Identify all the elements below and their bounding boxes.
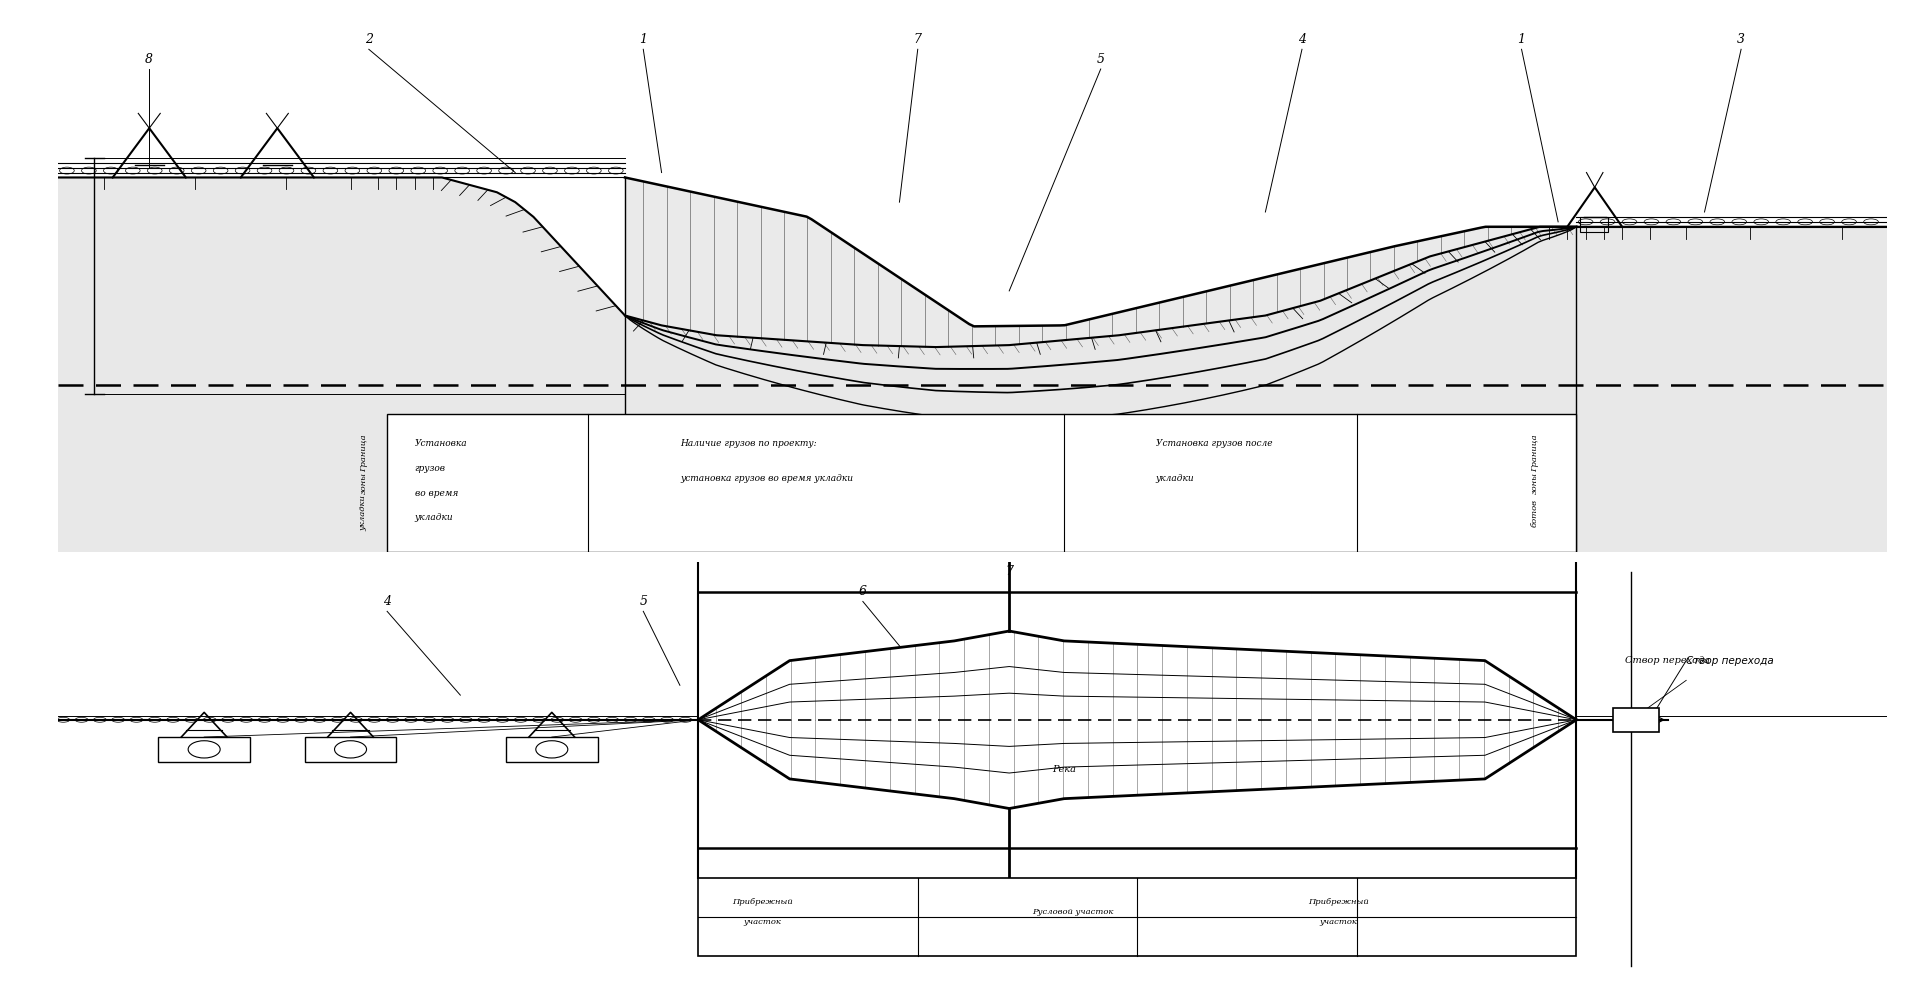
Bar [158, 738, 250, 761]
Bar [1614, 708, 1658, 732]
Text: Граница: Граница [1531, 435, 1539, 472]
Text: 1: 1 [639, 33, 647, 46]
Text: Створ перехода: Створ перехода [1626, 656, 1710, 666]
Text: ботов: ботов [1531, 499, 1539, 527]
Text: Наличие грузов по проекту:: Наличие грузов по проекту: [680, 439, 817, 449]
Bar [304, 738, 397, 761]
Text: участок: участок [1319, 918, 1358, 926]
Polygon shape [58, 177, 1887, 552]
Text: 7: 7 [913, 33, 923, 46]
Text: укладки: укладки [1156, 473, 1194, 483]
Text: 1: 1 [1518, 33, 1525, 46]
Bar [387, 414, 1577, 552]
Text: 8: 8 [144, 52, 154, 66]
Text: укладки: укладки [360, 495, 368, 530]
Text: Прибрежный: Прибрежный [732, 898, 794, 906]
Text: 7: 7 [1005, 565, 1013, 579]
Text: 4: 4 [383, 595, 391, 608]
Text: 5: 5 [1096, 52, 1106, 66]
Text: установка грузов во время укладки: установка грузов во время укладки [680, 473, 853, 483]
Text: Створ перехода: Створ перехода [1687, 656, 1774, 666]
Text: во время: во время [414, 488, 458, 498]
Text: Прибрежный: Прибрежный [1308, 898, 1369, 906]
Text: 4: 4 [1298, 33, 1306, 46]
Text: Граница: Граница [360, 435, 368, 472]
Text: участок: участок [743, 918, 782, 926]
Text: грузов: грузов [414, 463, 445, 473]
Text: 2: 2 [364, 33, 374, 46]
Text: укладки: укладки [414, 513, 453, 523]
Text: 5: 5 [639, 595, 647, 608]
Bar [699, 878, 1577, 956]
Text: Установка грузов после: Установка грузов после [1156, 439, 1273, 449]
Text: 3: 3 [1737, 33, 1745, 46]
Bar [1579, 217, 1608, 232]
Text: 6: 6 [859, 585, 867, 599]
Text: Русловой участок: Русловой участок [1032, 908, 1113, 916]
Text: зоны: зоны [1531, 472, 1539, 494]
Text: зоны: зоны [360, 472, 368, 494]
Bar [507, 738, 597, 761]
Text: Река: Река [1052, 764, 1077, 774]
Text: Установка: Установка [414, 439, 468, 449]
